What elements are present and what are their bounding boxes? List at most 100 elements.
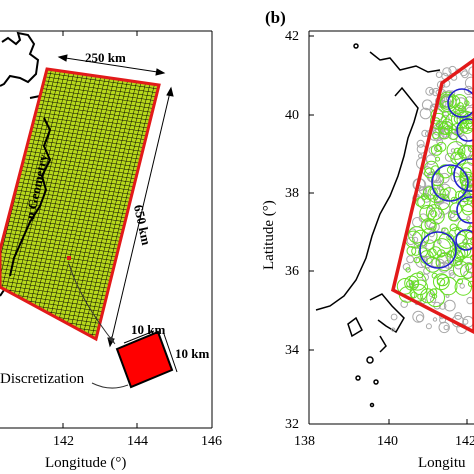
aftershock-gray: [450, 148, 456, 153]
grid-line-along-strike: [24, 158, 137, 176]
grid-line-along-strike: [30, 135, 143, 152]
grid-line-along-strike: [1, 252, 114, 269]
aftershock-gray: [432, 317, 438, 322]
aftershock-gray: [439, 172, 450, 184]
aftershock-green: [457, 278, 463, 285]
grid-line-along-strike: [0, 260, 112, 277]
length-annotation: 650 km: [131, 203, 154, 246]
aftershock-gray: [423, 256, 428, 261]
grid-line-along-dip: [0, 70, 61, 325]
grid-line-along-strike: [35, 115, 148, 133]
grid-line-along-dip: [86, 83, 151, 338]
aftershock-green: [441, 227, 449, 235]
right-x-axis-label: Longitu: [418, 455, 466, 471]
aftershock-green: [421, 227, 438, 244]
aftershock-green: [453, 245, 469, 260]
aftershock-green: [439, 95, 457, 113]
grid-line-along-strike: [21, 170, 134, 187]
grid-line-along-strike: [28, 142, 141, 160]
aftershock-green: [430, 210, 438, 218]
grid-line-along-strike: [34, 119, 147, 137]
aftershock-green: [441, 118, 453, 130]
aftershock-gray: [421, 241, 428, 248]
grid-line-along-strike: [20, 174, 133, 191]
grid-line-along-strike: [0, 279, 107, 297]
cell-width-label: 10 km: [131, 322, 165, 337]
grid-line-along-strike: [10, 217, 123, 234]
grid-line-along-strike: [36, 111, 149, 129]
grid-line-along-dip: [59, 79, 124, 334]
grid-line-along-dip: [28, 75, 93, 330]
aftershock-gray: [416, 139, 425, 148]
grid-line-along-dip: [82, 83, 146, 338]
grid-line-along-strike: [0, 283, 106, 301]
aftershock-gray: [443, 324, 449, 331]
grid-line-along-strike: [0, 264, 111, 281]
grid-line-along-strike: [15, 193, 129, 211]
right-axes-frame: [308, 30, 474, 425]
left-x-tick-146: 146: [201, 434, 222, 449]
aftershock-green: [409, 283, 428, 302]
aftershock-green: [412, 279, 429, 296]
aftershock-green: [408, 272, 427, 291]
grid-line-along-strike: [45, 76, 158, 94]
grid-line-along-strike: [44, 80, 157, 97]
grid-line-along-strike: [42, 88, 155, 105]
grid-line-along-dip: [37, 76, 102, 331]
grid-line-along-strike: [22, 166, 135, 183]
aftershock-green: [438, 164, 453, 179]
left-x-tick-142: 142: [53, 434, 74, 449]
aftershocks-green: [396, 91, 474, 308]
aftershock-gray: [390, 313, 398, 321]
grid-line-along-dip: [19, 74, 84, 329]
discretization-label: Discretization: [0, 371, 85, 387]
aftershock-gray: [462, 318, 469, 325]
aftershock-green: [418, 247, 428, 258]
grid-line-along-dip: [0, 70, 57, 325]
right-y-tick-34: 34: [285, 343, 299, 358]
aftershock-gray: [402, 263, 411, 271]
grid-line-along-strike: [23, 162, 136, 180]
grid-line-along-strike: [17, 185, 130, 203]
grid-line-along-dip: [41, 77, 106, 332]
aftershock-gray: [459, 283, 465, 289]
left-x-tick-144: 144: [127, 434, 148, 449]
grid-line-along-strike: [13, 205, 126, 223]
aftershock-green: [465, 231, 474, 240]
pointer-arrow-head: [108, 336, 115, 344]
right-y-axis-label: Latitude (°): [261, 200, 277, 270]
right-y-tick-40: 40: [285, 108, 299, 123]
large-events-blue: [419, 88, 474, 269]
aftershock-green: [452, 260, 470, 278]
grid-line-along-dip: [73, 81, 137, 336]
grid-line-along-strike: [18, 182, 131, 199]
aftershock-green: [436, 274, 449, 287]
aftershock-green: [415, 197, 426, 207]
aftershock-green: [430, 144, 443, 156]
aftershock-green: [405, 267, 411, 273]
aftershock-green: [457, 148, 464, 155]
aftershock-green: [454, 152, 467, 165]
left-axes-frame: [0, 30, 213, 429]
fault-grid: [0, 69, 159, 339]
aftershock-green: [432, 131, 440, 139]
grid-line-along-dip: [64, 80, 128, 335]
grid-line-along-dip: [0, 69, 52, 324]
right-x-tick-142: 142: [455, 434, 474, 449]
grid-line-along-strike: [41, 92, 154, 109]
aftershock-gray: [464, 76, 474, 90]
grid-line-along-strike: [45, 72, 159, 90]
aftershock-gray: [466, 296, 474, 305]
left-panel: 250 km 650 km n Geometry 10 km 10 km Dis…: [0, 30, 222, 471]
panel-label-b: (b): [265, 8, 286, 27]
right-y-tick-36: 36: [285, 264, 299, 279]
right-x-tick-140: 140: [377, 434, 398, 449]
aftershock-green: [446, 141, 466, 160]
discretization-pointer: [91, 382, 129, 389]
aftershock-gray: [425, 323, 432, 330]
grid-line-along-dip: [46, 77, 110, 333]
aftershock-gray: [400, 300, 409, 308]
grid-line-along-strike: [32, 127, 145, 144]
grid-line-along-strike: [14, 201, 127, 219]
aftershock-gray: [443, 299, 456, 312]
